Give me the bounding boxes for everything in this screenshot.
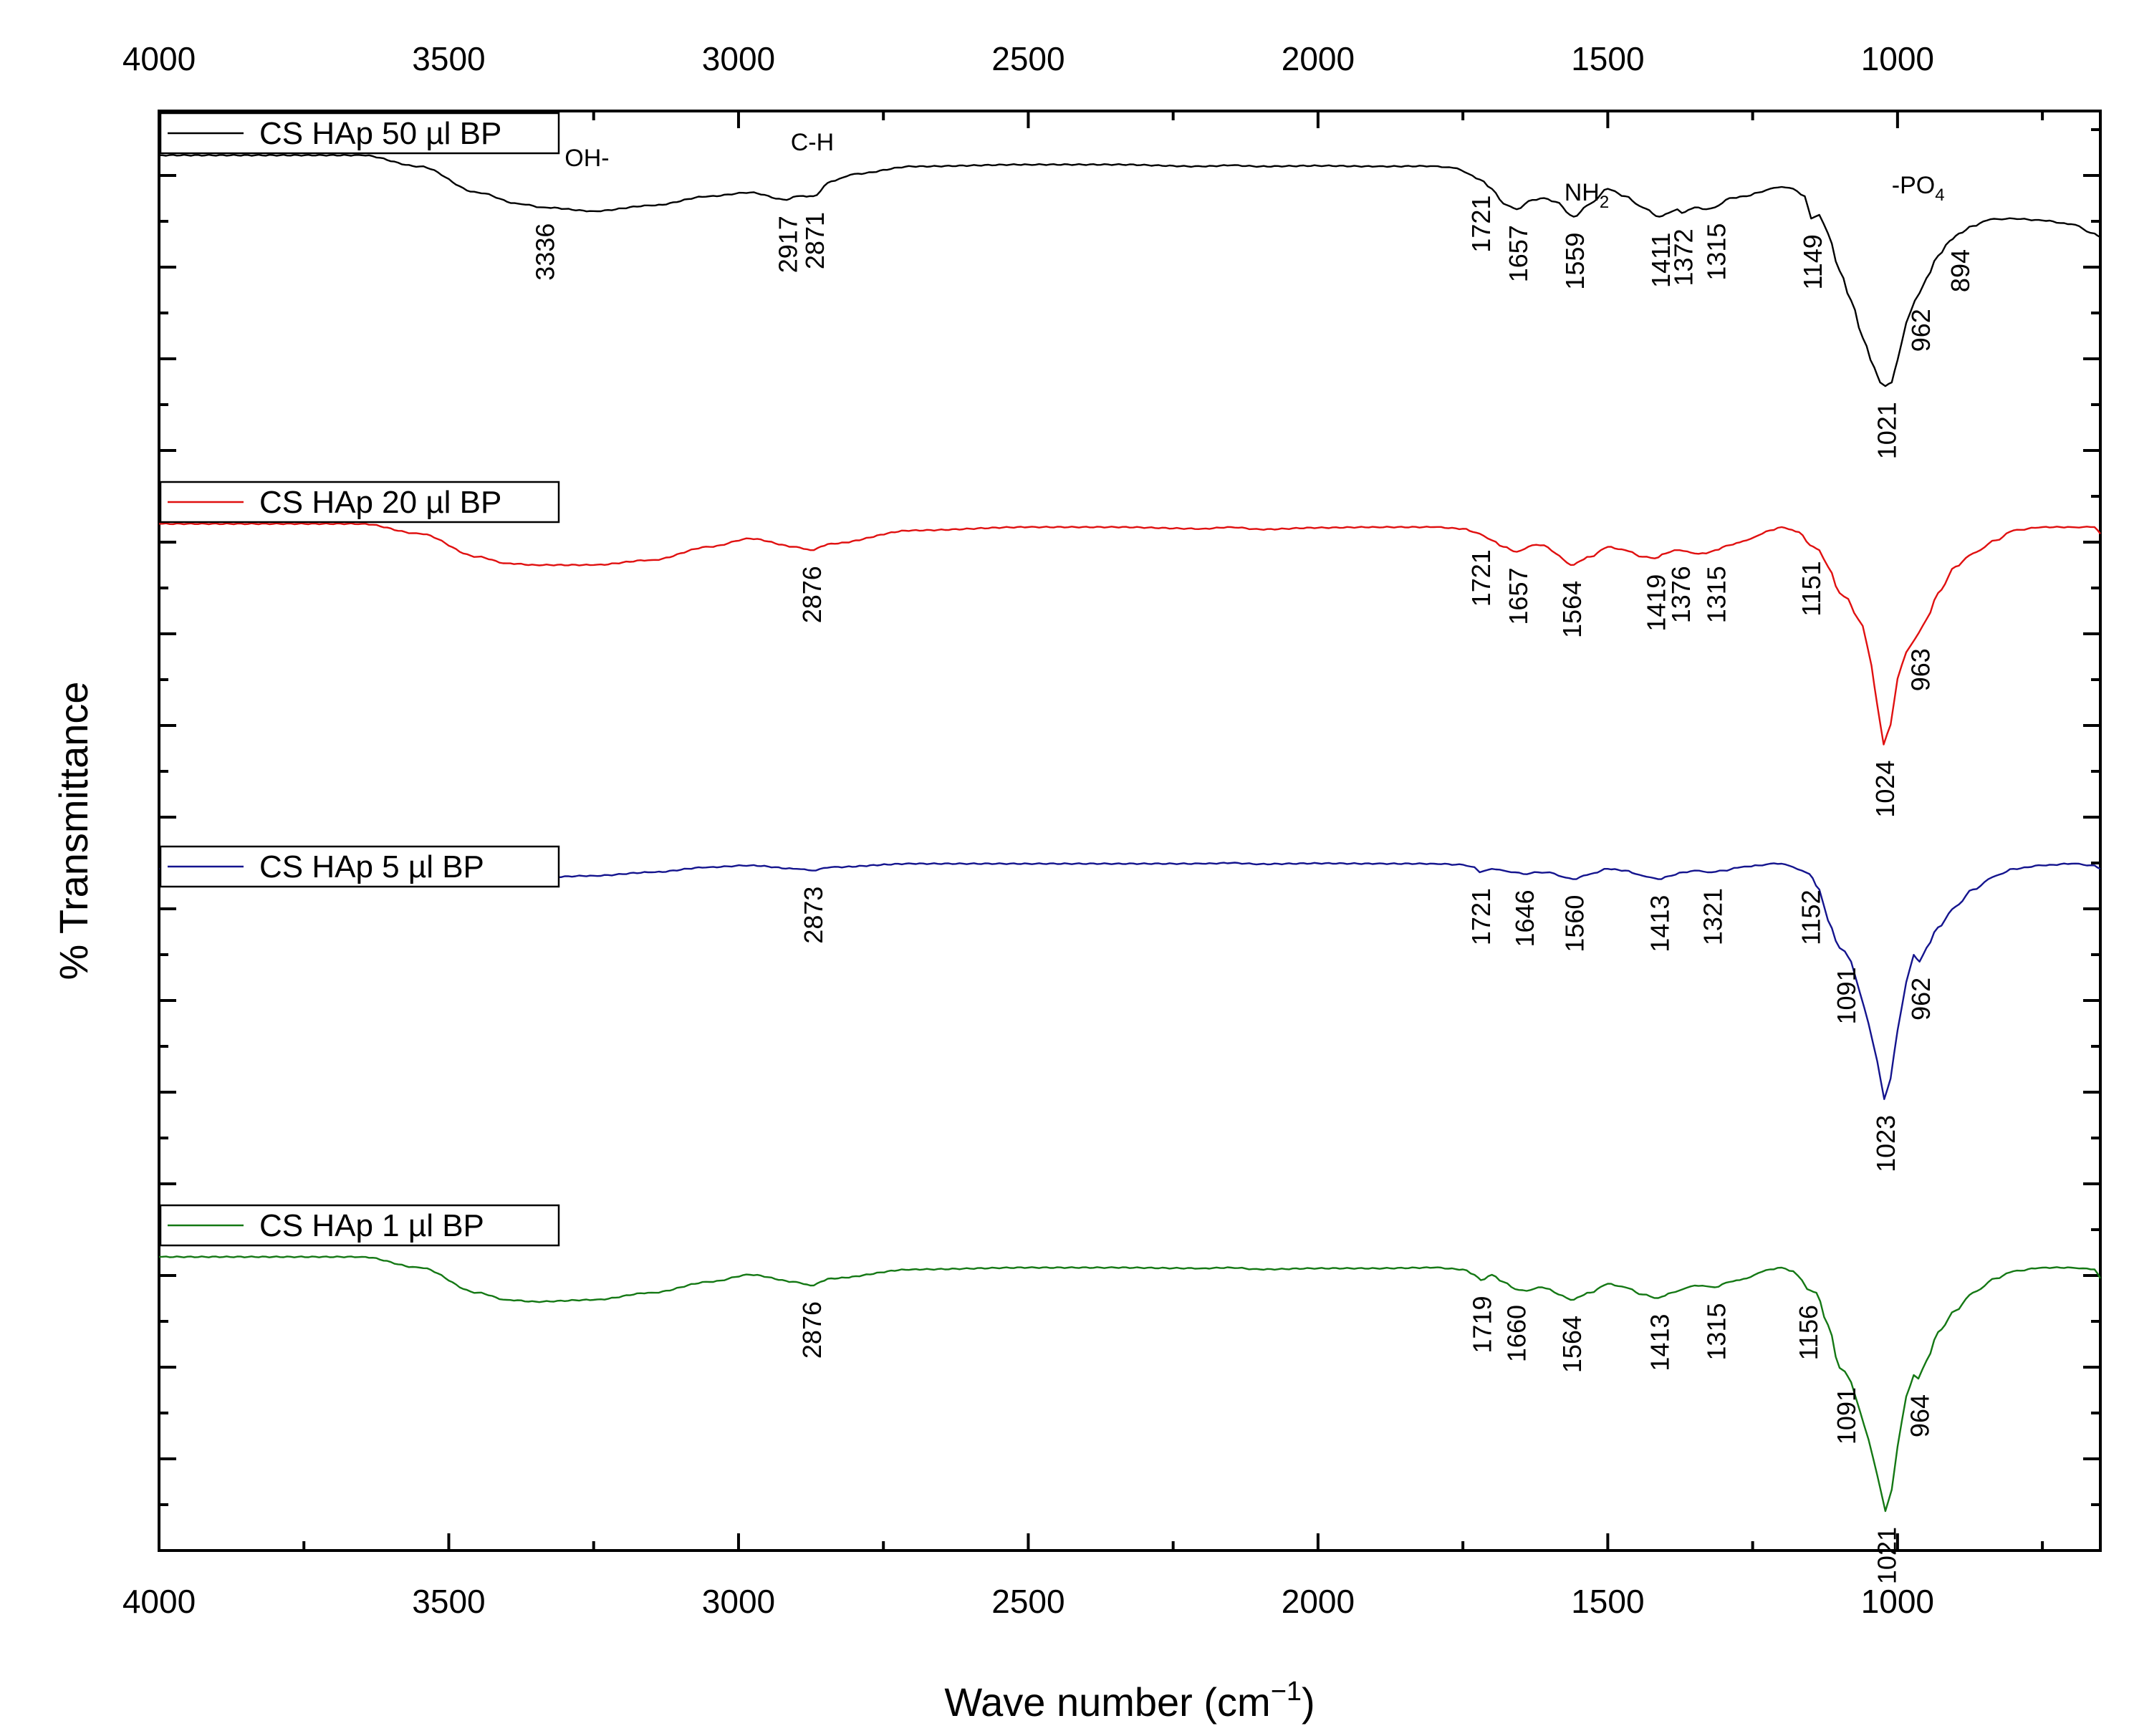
peak-label: 2876	[797, 1301, 827, 1359]
peak-label: 962	[1906, 309, 1936, 352]
group-labels: OH- C-H NH2 -PO4	[564, 129, 1944, 212]
peak-label: 1372	[1668, 228, 1698, 286]
peak-label: 1021	[1872, 1527, 1901, 1584]
peak-label: 1721	[1466, 549, 1496, 607]
legend-label-2: CS HAp 5 µl BP	[259, 849, 484, 884]
x-tick-label-top: 4000	[122, 40, 196, 77]
x-tick-label-bottom: 2000	[1282, 1583, 1355, 1620]
x-tick-label-top: 1000	[1861, 40, 1934, 77]
peak-label: 1646	[1510, 889, 1539, 947]
legend-label-0: CS HAp 50 µl BP	[259, 116, 501, 151]
peak-label: 1657	[1504, 225, 1533, 282]
series-line-3	[158, 1255, 2102, 1513]
group-label-oh: OH-	[564, 145, 609, 172]
series-line-1	[158, 522, 2101, 746]
legend-label-3: CS HAp 1 µl BP	[259, 1208, 484, 1243]
x-tick-label-top: 3500	[412, 40, 485, 77]
peak-label: 1024	[1870, 761, 1900, 818]
peak-label: 1719	[1468, 1296, 1497, 1354]
peak-label: 962	[1906, 978, 1936, 1021]
peak-label: 1021	[1872, 402, 1901, 459]
peak-label: 1721	[1466, 196, 1496, 253]
peak-label: 964	[1905, 1394, 1935, 1437]
x-tick-label-top: 2000	[1282, 40, 1355, 77]
peak-label: 1151	[1797, 561, 1826, 616]
peak-label: 1564	[1557, 1316, 1587, 1373]
peak-label: 1419	[1641, 574, 1671, 632]
peak-label: 2871	[800, 212, 830, 269]
legend: CS HAp 50 µl BP CS HAp 20 µl BP CS HAp 5 µ…	[159, 112, 560, 1247]
peak-label: 894	[1946, 249, 1975, 292]
legend-label-1: CS HAp 20 µl BP	[259, 485, 501, 520]
peak-label: 1315	[1702, 223, 1731, 281]
x-tick-label-bottom: 2500	[991, 1583, 1064, 1620]
axis-ticks: 4000 4000 3500 3500 3000 3000 2500 2500 2000 2000…	[122, 40, 2100, 1620]
y-axis-label: % Transmittance	[51, 681, 96, 980]
peak-label: 1560	[1559, 895, 1589, 953]
group-label-ch: C-H	[791, 129, 834, 156]
plot-frame	[158, 110, 2102, 1552]
x-tick-label-bottom: 3500	[412, 1583, 485, 1620]
peak-label: 1413	[1645, 1314, 1674, 1371]
peak-label: 1660	[1502, 1305, 1532, 1362]
peak-label: 963	[1905, 648, 1935, 691]
x-tick-label-bottom: 1500	[1571, 1583, 1644, 1620]
peak-label: 1376	[1666, 566, 1696, 623]
peak-label: 1149	[1798, 234, 1827, 289]
series-line-0	[159, 153, 2101, 387]
x-tick-label-top: 1500	[1571, 40, 1644, 77]
x-axis-label: Wave number (cm−1)	[944, 1677, 1315, 1725]
peak-label: 1413	[1645, 895, 1674, 953]
peak-label: 1657	[1504, 568, 1533, 625]
peak-label: 1091	[1832, 967, 1861, 1024]
peak-label: 1321	[1698, 888, 1728, 945]
peak-label: 3336	[531, 223, 560, 281]
x-tick-label-bottom: 3000	[702, 1583, 775, 1620]
peak-label: 1315	[1702, 1303, 1731, 1361]
peak-label: 2917	[774, 216, 803, 273]
group-label-po4: -PO4	[1892, 172, 1945, 205]
peak-label: 1156	[1794, 1305, 1823, 1360]
peak-label: 1091	[1832, 1387, 1861, 1445]
peak-label: 2876	[797, 566, 827, 623]
x-tick-label-top: 3000	[702, 40, 775, 77]
peak-label: 2873	[799, 887, 828, 944]
peak-label: 1721	[1466, 888, 1496, 945]
peak-label: 1315	[1702, 566, 1731, 623]
peak-label: 1564	[1557, 581, 1587, 638]
x-tick-label-bottom: 1000	[1861, 1583, 1934, 1620]
peak-label: 1559	[1560, 233, 1590, 290]
peak-label: 1152	[1796, 889, 1825, 945]
x-tick-label-top: 2500	[991, 40, 1064, 77]
group-label-nh2: NH2	[1565, 179, 1609, 212]
x-tick-label-bottom: 4000	[122, 1583, 196, 1620]
peak-label: 1023	[1871, 1115, 1900, 1172]
peak-label: 1411	[1646, 233, 1676, 288]
